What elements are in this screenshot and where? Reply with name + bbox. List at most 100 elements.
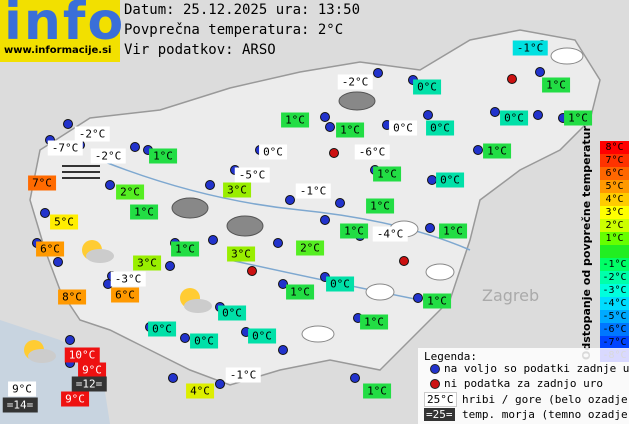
station-dot <box>320 112 330 122</box>
station-dot <box>278 279 288 289</box>
temperature-label: -3°C <box>110 271 146 287</box>
station-dot <box>413 293 423 303</box>
scale-step: 4°C <box>600 193 629 206</box>
temperature-label: 0°C <box>426 120 454 136</box>
temperature-label: 1°C <box>286 284 314 300</box>
station-dot <box>335 198 345 208</box>
station-dot <box>325 122 335 132</box>
temperature-label: 1°C <box>149 148 177 164</box>
temperature-label: 0°C <box>190 333 218 349</box>
station-dot <box>208 235 218 245</box>
temperature-label: 9°C <box>78 362 106 378</box>
station-dot <box>130 142 140 152</box>
temperature-label: -7°C <box>47 140 83 156</box>
scale-step: 5°C <box>600 180 629 193</box>
logo-text: info <box>4 0 126 52</box>
station-dot <box>205 180 215 190</box>
station-dot <box>65 335 75 345</box>
station-dot <box>40 208 50 218</box>
temperature-label: 0°C <box>500 110 528 126</box>
legend: Legenda: na voljo so podatki zadnje ure … <box>418 348 629 424</box>
legend-sample: =25= <box>424 408 455 421</box>
station-dot-missing <box>399 256 409 266</box>
legend-sample: 25°C <box>424 392 457 407</box>
temperature-label: -1°C <box>225 367 261 383</box>
temperature-label: -6°C <box>354 144 390 160</box>
site-url: www.informacije.si <box>4 45 112 56</box>
temperature-label: 2°C <box>116 184 144 200</box>
scale-step: -6°C <box>600 323 629 336</box>
station-dot-missing <box>329 148 339 158</box>
station-dot <box>278 345 288 355</box>
legend-dot <box>430 379 440 389</box>
scale-step <box>600 245 629 258</box>
scale-step: 8°C <box>600 141 629 154</box>
header-line: Vir podatkov: ARSO <box>124 42 276 58</box>
header-line: Datum: 25.12.2025 ura: 13:50 <box>124 2 361 18</box>
temperature-label: 1°C <box>373 166 401 182</box>
station-dot <box>423 110 433 120</box>
station-dot <box>273 238 283 248</box>
temperature-label: -1°C <box>295 183 331 199</box>
scale-step: 7°C <box>600 154 629 167</box>
station-dot <box>215 379 225 389</box>
station-dot <box>490 107 500 117</box>
temperature-label: 6°C <box>36 241 64 257</box>
header-line: Povprečna temperatura: 2°C <box>124 22 344 38</box>
station-dot <box>180 333 190 343</box>
temperature-label: -4°C <box>372 226 408 242</box>
scale-step: 3°C <box>600 206 629 219</box>
legend-text: na voljo so podatki zadnje ure <box>444 362 629 375</box>
temperature-label: 10°C <box>64 347 100 363</box>
temperature-label: 4°C <box>186 383 214 399</box>
temperature-label: 0°C <box>259 144 287 160</box>
station-dot <box>53 257 63 267</box>
city-label: Zagreb <box>482 286 540 305</box>
station-dot-missing <box>247 266 257 276</box>
temperature-label: 7°C <box>28 175 56 191</box>
station-dot-missing <box>507 74 517 84</box>
station-dot <box>533 110 543 120</box>
temperature-label: -1°C <box>512 40 548 56</box>
temperature-label: 0°C <box>326 276 354 292</box>
scale-step: -1°C <box>600 258 629 271</box>
temperature-label: 1°C <box>360 314 388 330</box>
temperature-label: 6°C <box>111 287 139 303</box>
temperature-label: 1°C <box>281 112 309 128</box>
temperature-label: 1°C <box>439 223 467 239</box>
temperature-label: 1°C <box>363 383 391 399</box>
temperature-label: 9°C <box>61 391 89 407</box>
temperature-label: 3°C <box>227 246 255 262</box>
temperature-label: 3°C <box>133 255 161 271</box>
legend-text: ni podatka za zadnjo uro <box>444 377 603 390</box>
temperature-label: 1°C <box>366 198 394 214</box>
temperature-label: 1°C <box>564 110 592 126</box>
temperature-label: 0°C <box>218 305 246 321</box>
station-dot <box>320 215 330 225</box>
temperature-label: -2°C <box>74 126 110 142</box>
temperature-label: 1°C <box>130 204 158 220</box>
temperature-label: 8°C <box>58 289 86 305</box>
scale-step: -7°C <box>600 336 629 349</box>
temperature-label: 0°C <box>248 328 276 344</box>
scale: 8°C 7°C 6°C 5°C 4°C 3°C 2°C 1°C -1°C -2°C -3°C -4°C… <box>600 141 629 362</box>
scale-title: Odstopanje od povprečne temperature: <box>580 114 593 360</box>
legend-text: hribi / gore (belo ozadje) <box>462 393 629 406</box>
station-dot <box>63 119 73 129</box>
station-dot <box>535 67 545 77</box>
logo: info www.informacije.si <box>0 0 123 62</box>
temperature-label: 1°C <box>483 143 511 159</box>
scale-step: -4°C <box>600 297 629 310</box>
scale-step: 1°C <box>600 232 629 245</box>
temperature-label: 1°C <box>542 77 570 93</box>
temperature-label: 0°C <box>148 321 176 337</box>
temperature-label: =12= <box>71 376 107 392</box>
temperature-label: 1°C <box>340 223 368 239</box>
temperature-label: 9°C <box>8 381 36 397</box>
scale-step: -3°C <box>600 284 629 297</box>
temperature-label: -2°C <box>90 148 126 164</box>
station-dot <box>350 373 360 383</box>
temperature-label: 1°C <box>423 293 451 309</box>
temperature-label: -5°C <box>234 167 270 183</box>
